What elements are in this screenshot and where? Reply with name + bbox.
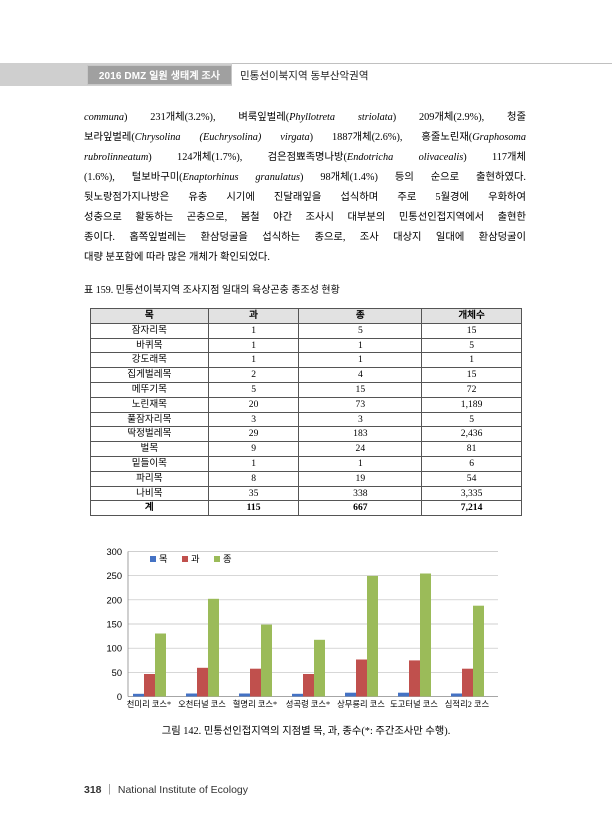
svg-text:100: 100 bbox=[106, 644, 122, 654]
svg-text:상무룡리 코스: 상무룡리 코스 bbox=[337, 699, 385, 709]
svg-text:250: 250 bbox=[106, 571, 122, 581]
svg-text:천미리 코스*: 천미리 코스* bbox=[127, 699, 171, 709]
svg-text:200: 200 bbox=[106, 595, 122, 605]
svg-text:도고터널 코스: 도고터널 코스 bbox=[390, 700, 438, 709]
svg-text:오천터널 코스: 오천터널 코스 bbox=[178, 699, 226, 709]
svg-text:목: 목 bbox=[159, 554, 168, 564]
svg-text:150: 150 bbox=[106, 620, 122, 630]
svg-text:50: 50 bbox=[112, 668, 122, 678]
svg-text:0: 0 bbox=[117, 692, 122, 702]
svg-text:심적리2 코스: 심적리2 코스 bbox=[445, 699, 490, 709]
svg-text:300: 300 bbox=[106, 547, 122, 557]
svg-text:종: 종 bbox=[223, 554, 232, 564]
svg-text:성곡령 코스*: 성곡령 코스* bbox=[286, 700, 330, 709]
svg-text:과: 과 bbox=[191, 554, 200, 564]
svg-text:혈명리 코스*: 혈명리 코스* bbox=[233, 699, 277, 709]
